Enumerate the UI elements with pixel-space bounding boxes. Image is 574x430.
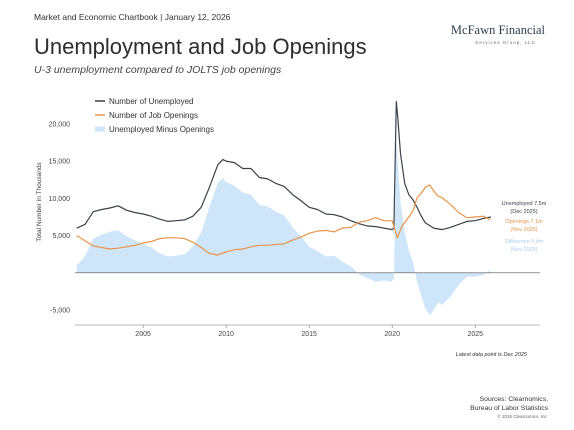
- y-axis-label: Total Number in Thousands: [36, 162, 43, 242]
- axes-layer: -5,000 5,000 10,000 15,000 20,000 2005 2010 201…: [49, 121, 540, 338]
- annotation-value: Openings 7.1m: [505, 219, 543, 225]
- legend-difference-swatch: [95, 126, 105, 132]
- sources-text: Sources: Clearnomics, Bureau of Labor St…: [470, 396, 548, 413]
- x-tick-label: 2025: [467, 331, 483, 338]
- series-unemployed-line: [76, 100, 492, 231]
- y-tick-label: -5,000: [50, 308, 70, 315]
- x-tick-label: 2005: [135, 331, 151, 338]
- annotation-date: (Dec 2025): [510, 209, 537, 215]
- annotation-date: (Nov 2025): [510, 247, 537, 253]
- y-tick-label: 10,000: [49, 196, 71, 203]
- annotation-date: (Nov 2025): [510, 227, 537, 233]
- endpoint-annotation: Unemployed 7.5m (Dec 2025): [502, 201, 547, 215]
- chart-subtitle: U-3 unemployment compared to JOLTS job o…: [34, 64, 282, 76]
- endpoint-annotation: Difference 0.4m (Nov 2025): [505, 239, 544, 253]
- company-logo-name: McFawn Financial: [450, 23, 545, 37]
- sources-line-2: Bureau of Labor Statistics: [470, 404, 548, 412]
- copyright-text: © 2026 Clearnomics, Inc.: [497, 414, 548, 419]
- annotation-value: Difference 0.4m: [505, 239, 544, 245]
- endpoint-annotations: Unemployed 7.5m (Dec 2025) Openings 7.1m (N…: [502, 201, 547, 253]
- x-tick-label: 2020: [384, 331, 400, 338]
- chartbook-header: Market and Economic Chartbook | January …: [34, 12, 231, 22]
- y-tick-label: 5,000: [52, 233, 70, 240]
- legend-label: Number of Unemployed: [109, 97, 193, 106]
- x-tick-label: 2015: [301, 331, 317, 338]
- latest-data-note: Latest data point is Dec 2025: [455, 352, 527, 358]
- x-tick-label: 2010: [218, 331, 234, 338]
- difference-area-layer: [76, 138, 491, 316]
- endpoint-annotation: Openings 7.1m (Nov 2025): [505, 219, 543, 233]
- sources-line-1: Sources: Clearnomics,: [479, 396, 548, 403]
- series-openings-line: [76, 184, 491, 256]
- chart-title: Unemployment and Job Openings: [34, 34, 367, 59]
- y-tick-label: 20,000: [49, 121, 71, 128]
- annotation-value: Unemployed 7.5m: [502, 201, 547, 207]
- legend-label: Number of Job Openings: [109, 111, 198, 120]
- chart-legend: Number of Unemployed Number of Job Openin…: [95, 97, 214, 134]
- series-difference-area: [76, 138, 491, 316]
- y-tick-label: 15,000: [49, 159, 71, 166]
- legend-label: Unemployed Minus Openings: [109, 125, 214, 134]
- company-logo-subtitle: Services Group, LLC: [475, 40, 536, 45]
- series-lines-layer: [76, 100, 492, 256]
